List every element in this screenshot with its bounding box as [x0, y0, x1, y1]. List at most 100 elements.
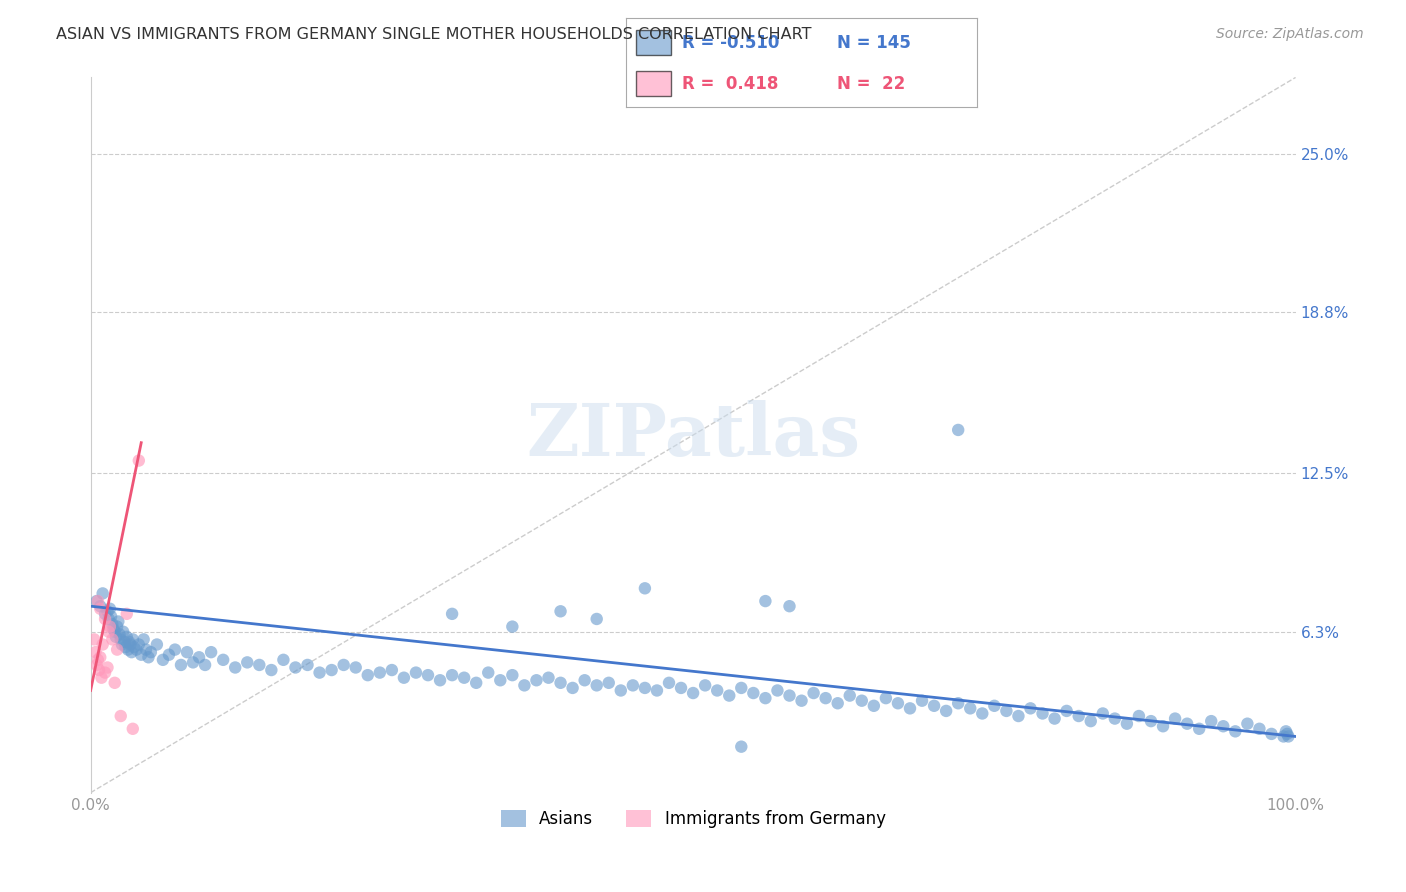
Point	[128, 638, 150, 652]
Point	[176, 645, 198, 659]
Point	[585, 612, 607, 626]
Point	[87, 663, 110, 677]
Point	[453, 671, 475, 685]
Text: ASIAN VS IMMIGRANTS FROM GERMANY SINGLE MOTHER HOUSEHOLDS CORRELATION CHART: ASIAN VS IMMIGRANTS FROM GERMANY SINGLE …	[56, 27, 811, 42]
Point	[429, 673, 451, 688]
Point	[139, 645, 162, 659]
Point	[381, 663, 404, 677]
Point	[138, 650, 160, 665]
Text: Source: ZipAtlas.com: Source: ZipAtlas.com	[1216, 27, 1364, 41]
Point	[790, 694, 813, 708]
Point	[135, 642, 157, 657]
Point	[129, 648, 152, 662]
Point	[236, 656, 259, 670]
Point	[105, 642, 128, 657]
Point	[669, 681, 692, 695]
Point	[273, 653, 295, 667]
Point	[87, 653, 110, 667]
Point	[90, 671, 112, 685]
Point	[101, 632, 124, 647]
Point	[89, 601, 111, 615]
Point	[392, 671, 415, 685]
Point	[91, 638, 114, 652]
Point	[121, 645, 143, 659]
Point	[105, 619, 128, 633]
Point	[163, 642, 186, 657]
Point	[97, 624, 120, 639]
Point	[1199, 714, 1222, 728]
Point	[321, 663, 343, 677]
Point	[94, 665, 117, 680]
Point	[1249, 722, 1271, 736]
Point	[107, 615, 129, 629]
Point	[89, 650, 111, 665]
Point	[550, 604, 572, 618]
Point	[212, 653, 235, 667]
Point	[1056, 704, 1078, 718]
Point	[112, 624, 135, 639]
FancyBboxPatch shape	[636, 30, 672, 55]
Point	[779, 689, 801, 703]
Point	[115, 630, 138, 644]
Point	[284, 660, 307, 674]
Point	[645, 683, 668, 698]
Point	[501, 619, 523, 633]
Point	[114, 640, 136, 654]
Point	[170, 657, 193, 672]
Point	[1225, 724, 1247, 739]
Point	[118, 635, 141, 649]
Point	[935, 704, 957, 718]
Point	[911, 694, 934, 708]
Point	[297, 657, 319, 672]
Point	[157, 648, 180, 662]
Point	[863, 698, 886, 713]
Point	[730, 739, 752, 754]
Point	[477, 665, 499, 680]
Point	[1067, 709, 1090, 723]
Point	[100, 609, 122, 624]
Point	[87, 594, 110, 608]
Point	[948, 696, 970, 710]
Point	[101, 617, 124, 632]
Point	[122, 640, 145, 654]
Point	[194, 657, 217, 672]
Point	[98, 601, 121, 615]
Point	[585, 678, 607, 692]
Point	[1080, 714, 1102, 728]
Point	[441, 607, 464, 621]
Point	[86, 657, 108, 672]
Point	[634, 681, 657, 695]
Point	[96, 660, 118, 674]
Point	[115, 607, 138, 621]
Text: R =  0.418: R = 0.418	[682, 75, 779, 93]
Point	[1043, 712, 1066, 726]
Point	[1140, 714, 1163, 728]
Point	[108, 627, 131, 641]
Point	[948, 423, 970, 437]
FancyBboxPatch shape	[636, 71, 672, 96]
Point	[851, 694, 873, 708]
Point	[1019, 701, 1042, 715]
Point	[1031, 706, 1053, 721]
Point	[513, 678, 536, 692]
Point	[332, 657, 354, 672]
Point	[621, 678, 644, 692]
Point	[706, 683, 728, 698]
Point	[779, 599, 801, 614]
Point	[814, 691, 837, 706]
Point	[1212, 719, 1234, 733]
Point	[718, 689, 741, 703]
Point	[98, 619, 121, 633]
Point	[83, 632, 105, 647]
Point	[598, 675, 620, 690]
Point	[441, 668, 464, 682]
Point	[97, 612, 120, 626]
Point	[574, 673, 596, 688]
Point	[117, 642, 139, 657]
Point	[86, 594, 108, 608]
Point	[200, 645, 222, 659]
Point	[972, 706, 994, 721]
Point	[766, 683, 789, 698]
Point	[827, 696, 849, 710]
Point	[84, 645, 107, 659]
